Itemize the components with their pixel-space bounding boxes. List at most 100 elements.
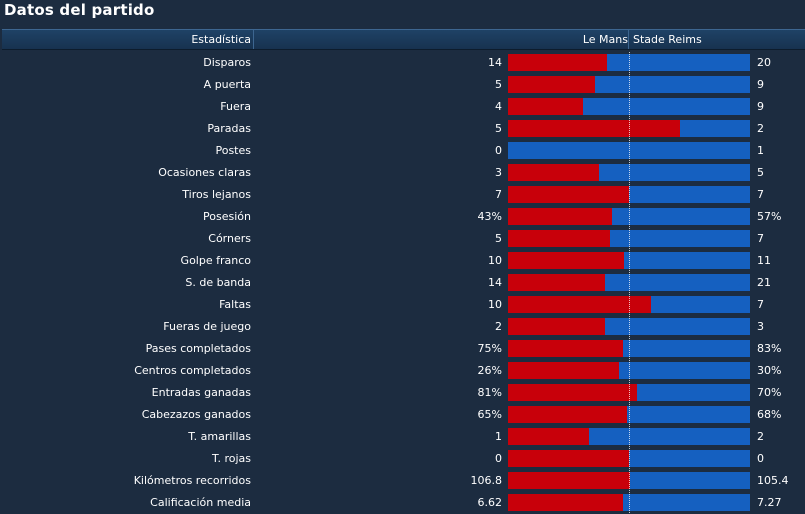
stat-row: Tiros lejanos 7 7 (0, 184, 805, 206)
stat-row: Fueras de juego 2 3 (0, 316, 805, 338)
away-team-column-header[interactable]: Stade Reims (633, 33, 702, 46)
stat-row: Faltas 10 7 (0, 294, 805, 316)
away-value: 5 (757, 166, 764, 179)
comparison-bar (508, 98, 750, 115)
comparison-bar (508, 208, 750, 225)
stat-label: Golpe franco (180, 254, 251, 267)
home-share-fill (508, 54, 608, 71)
home-value: 1 (495, 430, 502, 443)
home-value: 65% (477, 408, 502, 421)
away-value: 20 (757, 56, 771, 69)
comparison-bar (508, 274, 750, 291)
stat-label: Fueras de juego (163, 320, 251, 333)
home-share-fill (508, 230, 610, 247)
home-share-fill (508, 494, 624, 511)
home-value: 81% (477, 386, 502, 399)
away-value: 68% (757, 408, 782, 421)
stat-row: Golpe franco 10 11 (0, 250, 805, 272)
stat-row: Pases completados 75% 83% (0, 338, 805, 360)
stat-row: Córners 5 7 (0, 228, 805, 250)
stat-row: T. rojas 0 0 (0, 448, 805, 470)
away-value: 21 (757, 276, 771, 289)
home-value: 106.8 (470, 474, 503, 487)
comparison-bar (508, 494, 750, 511)
comparison-bar (508, 450, 750, 467)
home-share-fill (508, 252, 625, 269)
stat-row: Entradas ganadas 81% 70% (0, 382, 805, 404)
home-value: 14 (488, 276, 502, 289)
stat-label: Tiros lejanos (182, 188, 251, 201)
away-value: 7 (757, 298, 764, 311)
away-value: 30% (757, 364, 782, 377)
home-value: 43% (477, 210, 502, 223)
home-value: 26% (477, 364, 502, 377)
comparison-bar (508, 252, 750, 269)
home-value: 4 (495, 100, 502, 113)
stat-row: Centros completados 26% 30% (0, 360, 805, 382)
home-share-fill (508, 76, 596, 93)
home-value: 7 (495, 188, 502, 201)
home-value: 2 (495, 320, 502, 333)
away-value: 7 (757, 188, 764, 201)
away-value: 7.27 (757, 496, 782, 509)
stat-label: Disparos (203, 56, 251, 69)
home-value: 5 (495, 78, 502, 91)
home-share-fill (508, 296, 651, 313)
home-share-fill (508, 186, 629, 203)
home-share-fill (508, 472, 630, 489)
home-value: 6.62 (477, 496, 503, 509)
home-team-column-header[interactable]: Le Mans (254, 30, 629, 49)
home-share-fill (508, 208, 613, 225)
home-value: 5 (495, 122, 502, 135)
home-value: 5 (495, 232, 502, 245)
stat-row: Fuera 4 9 (0, 96, 805, 118)
stat-label: Cabezazos ganados (141, 408, 251, 421)
away-value: 7 (757, 232, 764, 245)
home-value: 75% (477, 342, 502, 355)
stat-row: T. amarillas 1 2 (0, 426, 805, 448)
away-value: 83% (757, 342, 782, 355)
stat-row: Calificación media 6.62 7.27 (0, 492, 805, 514)
comparison-bar (508, 120, 750, 137)
home-value: 0 (495, 144, 502, 157)
away-value: 11 (757, 254, 771, 267)
stat-row: S. de banda 14 21 (0, 272, 805, 294)
away-value: 2 (757, 122, 764, 135)
comparison-bar (508, 406, 750, 423)
stat-label: T. rojas (212, 452, 251, 465)
home-value: 10 (488, 298, 502, 311)
home-share-fill (508, 340, 623, 357)
comparison-bar (508, 164, 750, 181)
away-value: 70% (757, 386, 782, 399)
away-value: 9 (757, 100, 764, 113)
stat-label: Paradas (207, 122, 251, 135)
comparison-bar (508, 428, 750, 445)
comparison-bar (508, 186, 750, 203)
home-value: 0 (495, 452, 502, 465)
stat-label: Fuera (220, 100, 251, 113)
stat-label: A puerta (203, 78, 251, 91)
stat-label: Faltas (219, 298, 251, 311)
comparison-bar (508, 76, 750, 93)
stat-row: A puerta 5 9 (0, 74, 805, 96)
away-value: 57% (757, 210, 782, 223)
home-value: 10 (488, 254, 502, 267)
comparison-bar (508, 54, 750, 71)
home-share-fill (508, 274, 605, 291)
home-share-fill (508, 318, 605, 335)
stat-row: Ocasiones claras 3 5 (0, 162, 805, 184)
home-share-fill (508, 450, 629, 467)
home-value: 14 (488, 56, 502, 69)
away-value: 3 (757, 320, 764, 333)
home-share-fill (508, 428, 590, 445)
comparison-bar (508, 472, 750, 489)
stat-row: Cabezazos ganados 65% 68% (0, 404, 805, 426)
home-share-fill (508, 362, 620, 379)
stat-label: Kilómetros recorridos (133, 474, 251, 487)
stat-label: Centros completados (134, 364, 251, 377)
stat-row: Postes 0 1 (0, 140, 805, 162)
away-value: 2 (757, 430, 764, 443)
home-share-fill (508, 120, 680, 137)
stat-column-header[interactable]: Estadística (2, 30, 254, 49)
away-value: 0 (757, 452, 764, 465)
